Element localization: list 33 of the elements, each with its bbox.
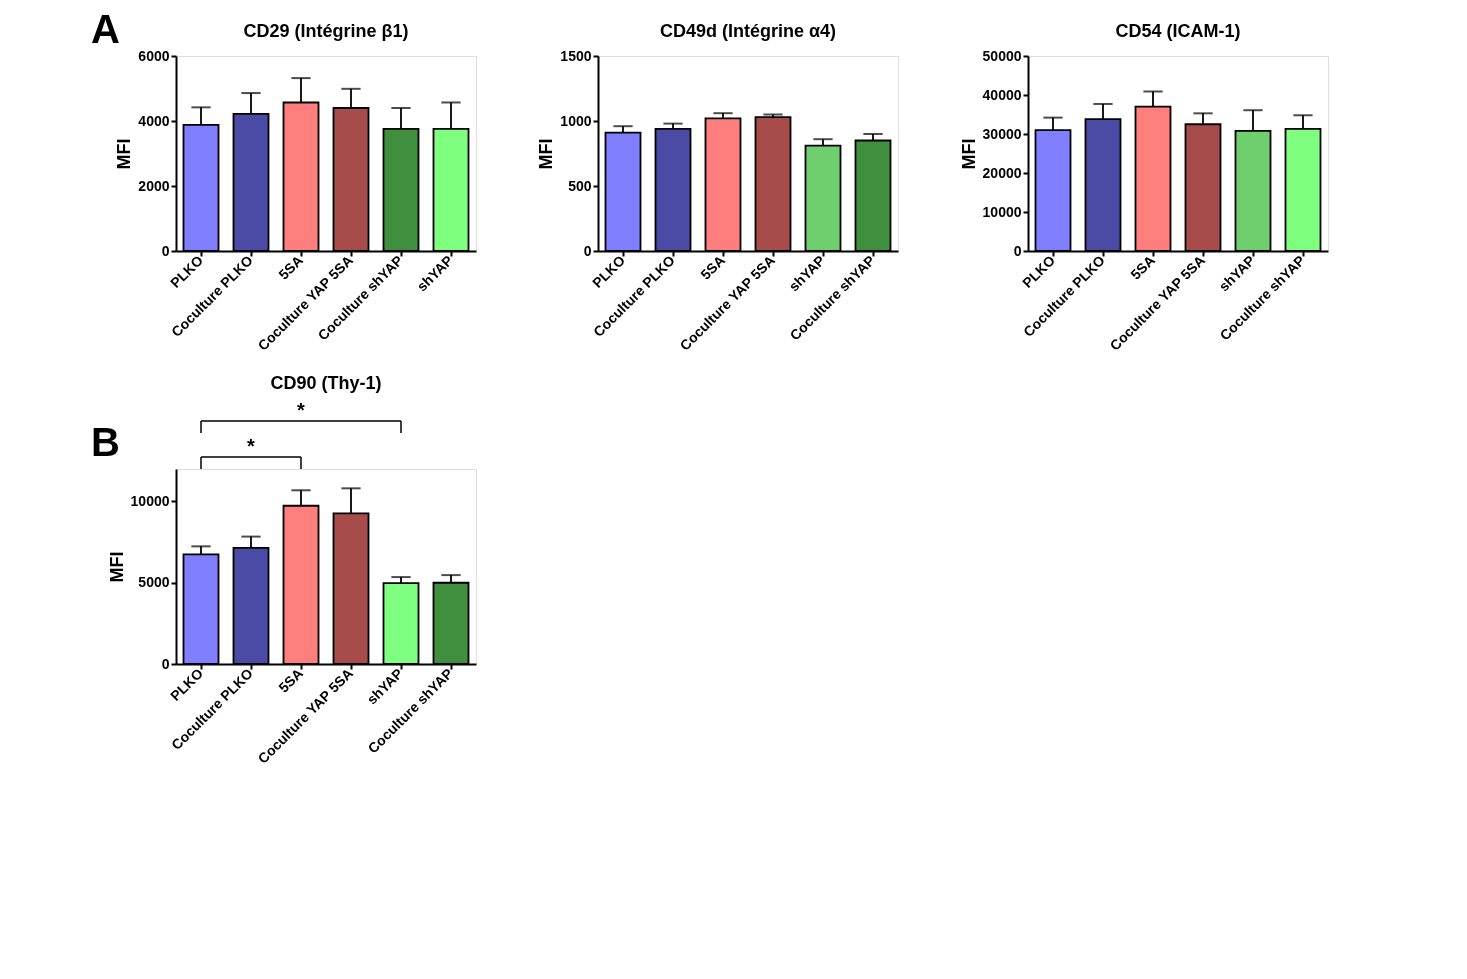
chart-title: CD49d (Intégrine α4) (659, 21, 837, 41)
chart-title: CD90 (Thy-1) (270, 373, 382, 393)
y-tick-label: 500 (568, 177, 592, 194)
y-tick-label: 5000 (138, 574, 170, 591)
y-axis-title: MFI (106, 551, 127, 583)
y-axis-title: MFI (536, 138, 557, 170)
y-tick-label: 20000 (982, 164, 1022, 181)
x-tick-label: 5SA (275, 665, 306, 696)
x-tick-label: 5SA (275, 252, 306, 283)
y-tick-label: 2000 (138, 177, 170, 194)
y-tick-label: 1000 (560, 112, 592, 129)
x-tick-label: 5SA (697, 252, 728, 283)
y-tick-label: 30000 (982, 125, 1022, 142)
y-tick-label: 1500 (560, 47, 592, 64)
chart-title: CD54 (ICAM-1) (1115, 21, 1241, 41)
y-tick-label: 0 (583, 242, 592, 259)
y-axis-title: MFI (114, 138, 135, 170)
y-tick-label: 50000 (982, 47, 1022, 64)
x-tick-label: 5SA (1127, 252, 1158, 283)
y-tick-label: 10000 (982, 203, 1022, 220)
chart-title: CD29 (Intégrine β1) (243, 21, 409, 41)
y-tick-label: 0 (1013, 242, 1022, 259)
y-tick-label: 0 (161, 242, 170, 259)
y-tick-label: 40000 (982, 86, 1022, 103)
y-axis-title: MFI (958, 138, 979, 170)
y-tick-label: 4000 (138, 112, 170, 129)
y-tick-label: 0 (161, 655, 170, 672)
text: A (91, 7, 120, 51)
text: B (91, 420, 120, 464)
text: * (247, 435, 256, 457)
text: * (297, 399, 306, 421)
y-tick-label: 10000 (130, 493, 170, 509)
y-tick-label: 6000 (138, 47, 170, 64)
